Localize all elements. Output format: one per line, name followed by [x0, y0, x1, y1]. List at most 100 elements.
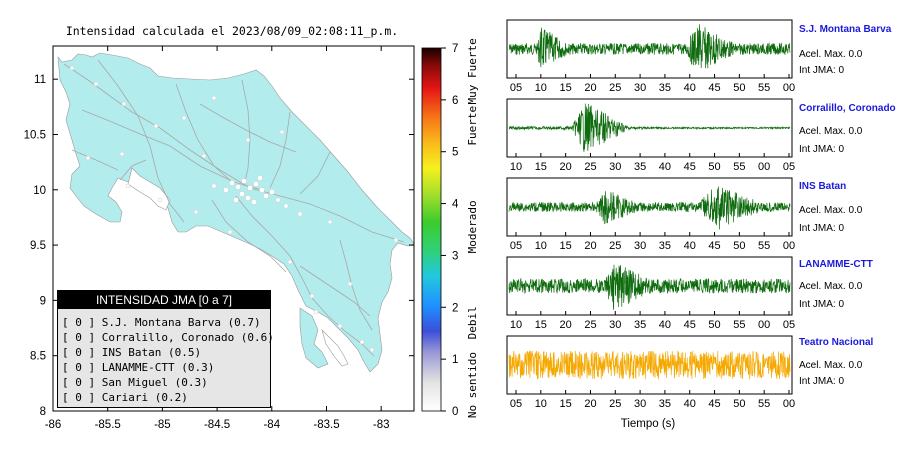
map-y-tick-label: 9.5	[30, 240, 46, 252]
seismogram-tick-label: 15	[560, 82, 572, 94]
seismogram-tick-label: 15	[560, 398, 572, 410]
seismogram-tick-label: 45	[684, 161, 696, 173]
colorbar-tick-label: 6	[452, 95, 458, 107]
station-name: Corralillo, Coronado	[799, 103, 896, 114]
seismogram-trace	[508, 186, 791, 230]
station-name: S.J. Montana Barva	[799, 24, 892, 35]
seismogram-xlabel: Tiempo (s)	[621, 418, 676, 430]
golfo-dulce-inlet	[321, 328, 349, 367]
colorbar-tick-label: 3	[452, 250, 458, 262]
colorbar-tick-label: 1	[452, 354, 458, 366]
colorbar-category-label: Moderado	[466, 200, 479, 253]
seismogram-tick-label: 20	[584, 82, 596, 94]
seismogram-tick-label: 55	[758, 398, 770, 410]
seismogram-tick-label: 10	[535, 398, 547, 410]
seismogram-tick-label: 50	[733, 240, 745, 252]
seismogram-tick-label: 35	[634, 161, 646, 173]
station-acel: Acel. Max. 0.0	[799, 126, 863, 137]
seismogram-tick-label: 45	[708, 398, 720, 410]
seismogram-tick-label: 20	[584, 240, 596, 252]
map-title: Intensidad calculada el 2023/08/09_02:08…	[66, 24, 398, 38]
colorbar-category-label: Debil	[466, 306, 479, 339]
map-y-tick-label: 11	[34, 74, 46, 86]
seismogram-tick-label: 55	[758, 240, 770, 252]
seismogram-tick-label: 35	[659, 240, 671, 252]
map-y-tick-label: 10	[33, 185, 46, 197]
seismogram-tick-label: 55	[758, 82, 770, 94]
seismogram-tick-label: 30	[609, 319, 621, 331]
colorbar-labels: No sentido Debil Moderado Fuerte Muy Fuerte	[466, 38, 479, 418]
map-y-tick-label: 10.5	[24, 129, 46, 141]
road-network	[63, 59, 405, 357]
seismogram-tick-label: 25	[609, 240, 621, 252]
station-int: Int JMA: 0	[799, 223, 845, 234]
legend-title: INTENSIDAD JMA [0 a 7]	[58, 291, 270, 309]
colorbar-tick-label: 5	[452, 147, 458, 159]
station-acel: Acel. Max. 0.0	[799, 281, 863, 292]
map-y-tick-label: 8.5	[30, 351, 46, 363]
seismogram-tick-label: 05	[510, 82, 522, 94]
station-name: INS Batan	[799, 181, 847, 192]
station-int: Int JMA: 0	[799, 376, 845, 387]
map-x-tick-label: -83.5	[313, 419, 339, 431]
map-frame	[52, 45, 415, 412]
seismogram-tick-label: 50	[708, 319, 720, 331]
seismogram-tick-label: 15	[535, 161, 547, 173]
seismogram-trace	[508, 24, 791, 69]
seismogram-tick-label: 20	[560, 161, 572, 173]
legend-row: [ 0 ] Cariari (0.2)	[62, 391, 188, 404]
seismogram-tick-label: 40	[684, 82, 696, 94]
colorbar-tick-label: 7	[452, 43, 458, 55]
seismogram-tick-label: 35	[659, 398, 671, 410]
intensity-legend: INTENSIDAD JMA [0 a 7] [ 0 ] S.J. Montan…	[57, 290, 274, 408]
map-x-tick-label: -83	[373, 419, 390, 431]
legend-row: [ 0 ] San Miguel (0.3)	[62, 376, 208, 389]
seismogram-tick-label: 10	[535, 240, 547, 252]
seismogram-tick-label: 00	[758, 161, 770, 173]
colorbar-tick-label: 4	[452, 199, 459, 211]
seismogram-tick-label: 55	[733, 161, 745, 173]
seismogram-tick-label: 50	[733, 82, 745, 94]
legend-row: [ 0 ] S.J. Montana Barva (0.7)	[62, 316, 261, 329]
seismogram-tick-label: 10	[510, 161, 522, 173]
map-x-tick-label: -84	[263, 419, 280, 431]
seismogram-tick-label: 25	[609, 398, 621, 410]
station-name: Teatro Nacional	[799, 337, 874, 348]
seismogram-trace	[508, 103, 791, 152]
seismogram-tick-label: 25	[584, 161, 596, 173]
seismogram-tick-label: 35	[659, 82, 671, 94]
seismogram-tick-label: 30	[634, 82, 646, 94]
station-acel: Acel. Max. 0.0	[799, 360, 863, 371]
seismogram-tick-label: 30	[634, 398, 646, 410]
seismogram-tick-label: 05	[783, 319, 795, 331]
map-x-tick-label: -85.5	[95, 419, 121, 431]
seismogram-tick-label: 00	[783, 398, 795, 410]
seismogram-tick-label: 05	[783, 161, 795, 173]
seismogram-tick-label: 05	[510, 398, 522, 410]
seismogram-tick-label: 50	[708, 161, 720, 173]
map-x-tick-label: -85	[154, 419, 171, 431]
station-name: LANAMME-CTT	[799, 259, 873, 270]
seismogram-trace	[508, 350, 791, 380]
intensity-colorbar	[421, 47, 442, 412]
seismogram-tick-label: 10	[510, 319, 522, 331]
legend-row: [ 0 ] Corralillo, Coronado (0.6)	[62, 331, 274, 344]
seismogram-tick-label: 45	[708, 240, 720, 252]
colorbar-ticks: 0 1 2 3 4 5 6 7	[441, 43, 459, 418]
seismogram-tick-label: 20	[584, 398, 596, 410]
seismogram-tick-label: 00	[783, 82, 795, 94]
seismogram-tick-label: 55	[733, 319, 745, 331]
seismogram-tick-label: 25	[609, 82, 621, 94]
seismogram-tick-label: 45	[708, 82, 720, 94]
seismogram-tick-label: 20	[560, 319, 572, 331]
seismogram-tick-label: 40	[684, 398, 696, 410]
seismogram-tick-label: 50	[733, 398, 745, 410]
osa-peninsula	[299, 307, 329, 369]
seismogram-tick-label: 35	[634, 319, 646, 331]
colorbar-tick-label: 0	[452, 406, 458, 418]
station-markers	[69, 65, 399, 353]
map-x-tick-label: -86	[45, 419, 62, 431]
colorbar-category-label: Muy Fuerte	[466, 38, 479, 104]
map-y-tick-label: 8	[40, 406, 46, 418]
seismogram-tick-label: 40	[659, 161, 671, 173]
